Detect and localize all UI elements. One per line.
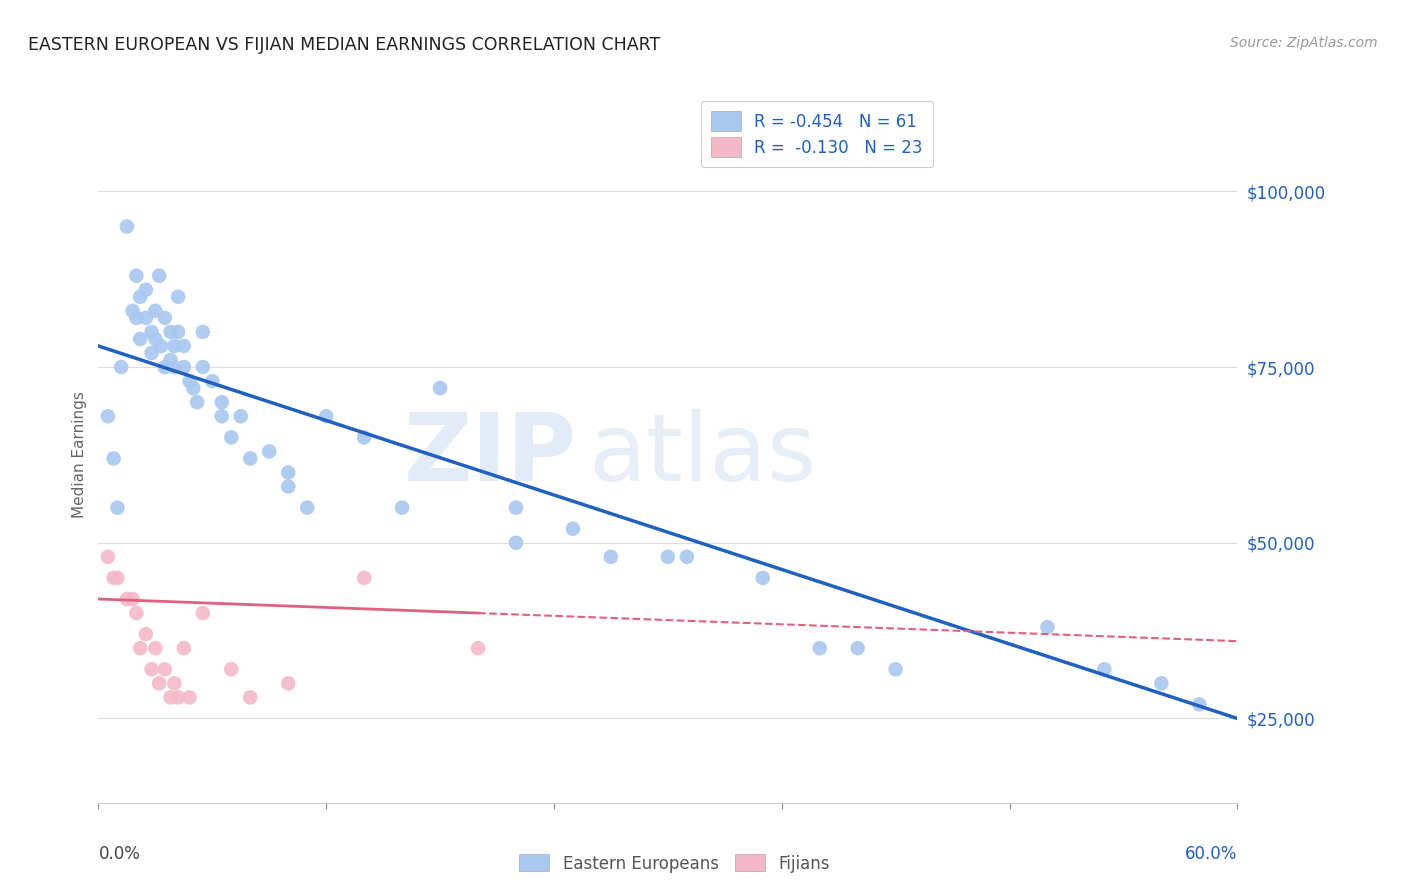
Point	[148, 676, 170, 690]
Point	[150, 339, 173, 353]
Point	[239, 690, 262, 705]
Point	[159, 690, 181, 705]
Point	[191, 325, 214, 339]
Point	[1036, 620, 1059, 634]
Point	[173, 360, 195, 375]
Legend: R = -0.454   N = 61, R =  -0.130   N = 23: R = -0.454 N = 61, R = -0.130 N = 23	[702, 102, 932, 167]
Point	[163, 360, 186, 375]
Point	[159, 353, 181, 368]
Point	[562, 522, 585, 536]
Point	[110, 360, 132, 375]
Point	[167, 325, 190, 339]
Point	[600, 549, 623, 564]
Point	[211, 409, 233, 424]
Point	[183, 381, 205, 395]
Point	[676, 549, 699, 564]
Point	[752, 571, 775, 585]
Point	[391, 500, 413, 515]
Point	[145, 641, 167, 656]
Text: 0.0%: 0.0%	[98, 845, 141, 863]
Text: atlas: atlas	[588, 409, 817, 501]
Point	[135, 627, 157, 641]
Point	[141, 662, 163, 676]
Point	[153, 360, 176, 375]
Point	[1150, 676, 1173, 690]
Point	[97, 549, 120, 564]
Point	[129, 332, 152, 346]
Point	[159, 325, 181, 339]
Point	[429, 381, 451, 395]
Point	[191, 360, 214, 375]
Text: Source: ZipAtlas.com: Source: ZipAtlas.com	[1230, 36, 1378, 50]
Text: 60.0%: 60.0%	[1185, 845, 1237, 863]
Point	[121, 303, 143, 318]
Point	[115, 219, 138, 234]
Point	[167, 290, 190, 304]
Point	[505, 535, 527, 549]
Point	[505, 500, 527, 515]
Point	[163, 676, 186, 690]
Point	[229, 409, 252, 424]
Point	[121, 592, 143, 607]
Point	[153, 662, 176, 676]
Point	[115, 592, 138, 607]
Point	[163, 339, 186, 353]
Point	[221, 430, 243, 444]
Point	[353, 430, 375, 444]
Point	[297, 500, 319, 515]
Point	[97, 409, 120, 424]
Point	[107, 500, 129, 515]
Point	[148, 268, 170, 283]
Text: EASTERN EUROPEAN VS FIJIAN MEDIAN EARNINGS CORRELATION CHART: EASTERN EUROPEAN VS FIJIAN MEDIAN EARNIN…	[28, 36, 661, 54]
Point	[179, 690, 201, 705]
Y-axis label: Median Earnings: Median Earnings	[72, 392, 87, 518]
Point	[259, 444, 281, 458]
Point	[353, 571, 375, 585]
Point	[201, 374, 224, 388]
Point	[135, 310, 157, 325]
Point	[125, 310, 148, 325]
Point	[141, 346, 163, 360]
Point	[173, 339, 195, 353]
Point	[277, 466, 299, 480]
Point	[125, 606, 148, 620]
Point	[167, 690, 190, 705]
Point	[277, 479, 299, 493]
Point	[315, 409, 337, 424]
Point	[846, 641, 869, 656]
Point	[107, 571, 129, 585]
Point	[179, 374, 201, 388]
Point	[145, 332, 167, 346]
Point	[1188, 698, 1211, 712]
Point	[277, 676, 299, 690]
Point	[657, 549, 679, 564]
Point	[129, 641, 152, 656]
Legend: Eastern Europeans, Fijians: Eastern Europeans, Fijians	[513, 847, 837, 880]
Point	[141, 325, 163, 339]
Point	[239, 451, 262, 466]
Point	[467, 641, 489, 656]
Point	[103, 571, 125, 585]
Point	[808, 641, 831, 656]
Point	[186, 395, 208, 409]
Point	[145, 303, 167, 318]
Point	[884, 662, 907, 676]
Point	[191, 606, 214, 620]
Point	[135, 283, 157, 297]
Point	[211, 395, 233, 409]
Point	[103, 451, 125, 466]
Point	[221, 662, 243, 676]
Point	[153, 310, 176, 325]
Text: ZIP: ZIP	[404, 409, 576, 501]
Point	[173, 641, 195, 656]
Point	[1094, 662, 1116, 676]
Point	[125, 268, 148, 283]
Point	[129, 290, 152, 304]
